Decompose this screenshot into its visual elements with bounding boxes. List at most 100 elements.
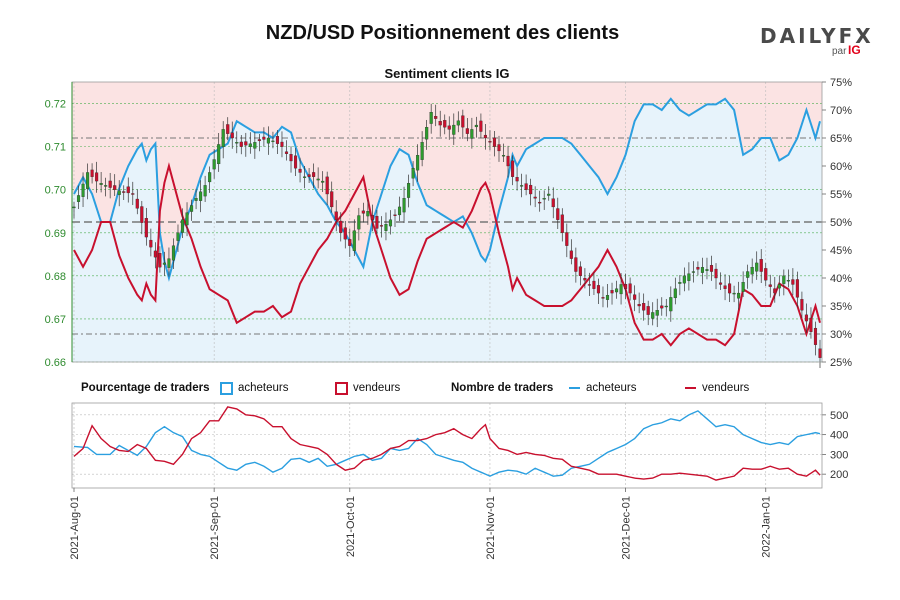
candle-body — [76, 195, 81, 202]
date-tick-label: 2021-Oct-01 — [345, 496, 357, 557]
chart-title: NZD/USD Positionnement des clients — [265, 22, 620, 44]
candle-body — [515, 177, 519, 182]
candle-body — [379, 225, 383, 227]
candle-body — [678, 282, 682, 284]
sellers-box-icon — [335, 381, 348, 395]
candle-body — [122, 191, 126, 193]
candle-body — [786, 280, 790, 282]
candle-body — [746, 271, 750, 278]
legend-pct-sellers-label: vendeurs — [353, 382, 401, 394]
candle-body — [153, 250, 157, 258]
candle-body — [167, 258, 171, 268]
candle-body — [275, 136, 280, 144]
legend-count-sellers: vendeurs — [685, 380, 749, 396]
candle-body — [768, 284, 772, 287]
legend-count-buyers-label: acheteurs — [586, 382, 637, 394]
candle-body — [533, 196, 537, 199]
candle-body — [614, 288, 619, 293]
buyers-line-icon — [569, 387, 580, 389]
candle-body — [321, 180, 325, 183]
date-tick-label: 2021-Nov-01 — [485, 496, 497, 560]
buyers-count-line — [73, 410, 821, 477]
candle-body — [750, 267, 754, 275]
candle-body — [316, 178, 320, 181]
date-tick-label: 2022-Jan-01 — [761, 496, 773, 558]
candle-body — [818, 348, 822, 358]
candle-body — [180, 219, 185, 233]
candle-body — [610, 290, 614, 294]
legend-pct-buyers-label: acheteurs — [238, 382, 289, 394]
candle-body — [642, 303, 646, 311]
candle-body — [560, 214, 564, 233]
price-tick-label: 0.71 — [45, 142, 66, 154]
buyers-pct-line — [73, 97, 821, 282]
candle-body — [633, 294, 637, 300]
candle-body — [438, 121, 442, 126]
candle-body — [366, 211, 370, 217]
candle-body — [262, 136, 266, 140]
legend-pct-sellers: vendeurs — [335, 380, 400, 396]
candle-body — [497, 144, 501, 152]
candle-body — [361, 210, 365, 214]
pct-tick-label: 75% — [830, 77, 852, 89]
candle-body — [280, 141, 284, 147]
candle-body — [194, 198, 198, 201]
candle-body — [113, 185, 117, 190]
candle-body — [357, 215, 361, 230]
candle-body — [592, 280, 596, 289]
candle-body — [99, 183, 103, 185]
count-tick-label: 300 — [830, 449, 848, 461]
candle-body — [239, 141, 243, 147]
candle-body — [384, 224, 388, 231]
price-tick-label: 0.70 — [45, 185, 66, 197]
candle-body — [402, 198, 406, 213]
candle-body — [474, 124, 478, 128]
candle-body — [456, 120, 460, 126]
candle-body — [185, 212, 189, 226]
candle-body — [813, 327, 818, 345]
candle-body — [425, 127, 429, 140]
candle-body — [705, 269, 709, 271]
candle-body — [723, 285, 727, 289]
candle-body — [714, 268, 718, 279]
candle-body — [556, 208, 560, 220]
candle-body — [253, 142, 257, 149]
candle-body — [212, 159, 216, 170]
candle-body — [208, 172, 212, 183]
candle-body — [624, 284, 628, 289]
candle-body — [628, 283, 632, 294]
candle-body — [217, 144, 221, 165]
candle-body — [605, 295, 610, 300]
candle-body — [104, 185, 108, 187]
price-tick-label: 0.69 — [45, 228, 66, 240]
count-tick-label: 400 — [830, 430, 848, 442]
pct-tick-label: 70% — [830, 105, 852, 117]
candle-body — [791, 279, 795, 285]
candle-body — [86, 172, 90, 189]
pct-tick-label: 30% — [830, 329, 852, 341]
candle-body — [443, 120, 447, 128]
candle-body — [171, 245, 176, 261]
candle-body — [809, 317, 813, 332]
candle-body — [370, 215, 374, 220]
candle-body — [235, 142, 239, 144]
candle-body — [646, 306, 650, 315]
pct-tick-label: 55% — [830, 189, 852, 201]
candle-body — [221, 129, 225, 147]
candle-body — [135, 198, 139, 209]
candle-body — [72, 206, 76, 209]
candle-body — [407, 183, 411, 198]
candle-body — [162, 262, 166, 265]
candle-body — [312, 172, 316, 177]
legend-pct-title: Pourcentage de traders — [81, 382, 210, 394]
candle-body — [461, 115, 465, 128]
candle-body — [673, 288, 677, 299]
candle-body — [334, 211, 338, 220]
candle-body — [144, 218, 148, 238]
sellers-area — [72, 82, 822, 278]
price-tick-label: 0.67 — [45, 314, 66, 326]
candle-body — [700, 267, 704, 273]
candle-body — [126, 186, 130, 194]
candle-body — [542, 198, 546, 200]
